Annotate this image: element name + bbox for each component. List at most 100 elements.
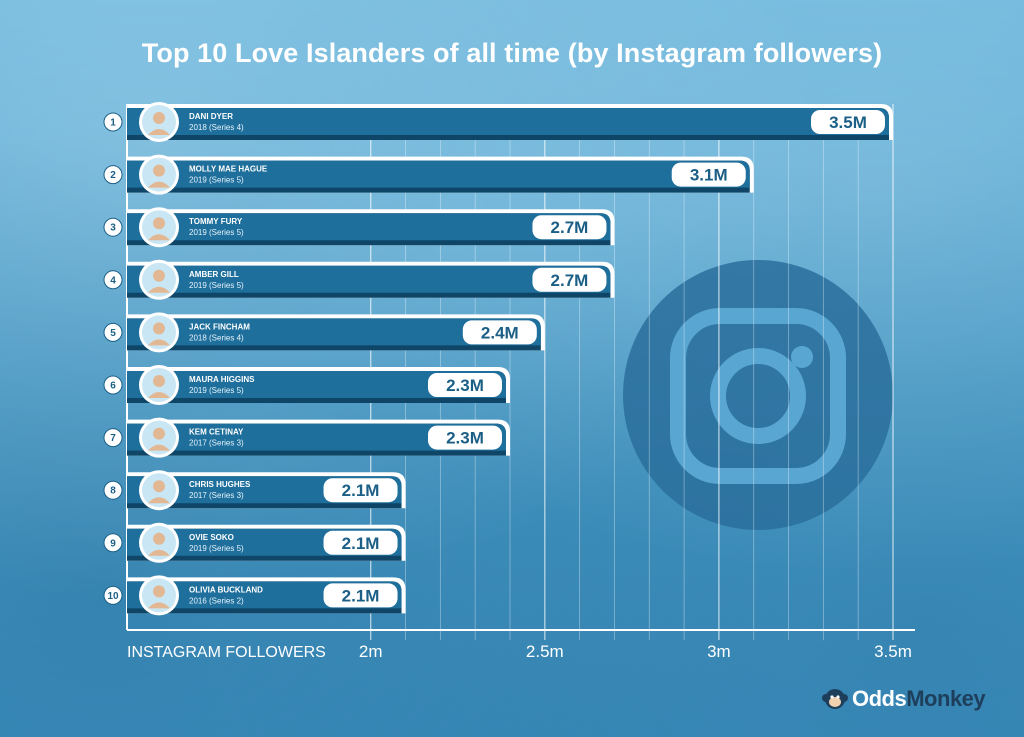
avatar-body <box>148 181 170 188</box>
bar-row: 4 AMBER GILL 2019 (Series 5) 2.7M <box>103 259 615 300</box>
islander-series: 2017 (Series 3) <box>189 439 244 448</box>
value-label: 2.4M <box>481 323 519 342</box>
x-tick-label: 2m <box>359 642 383 661</box>
x-tick-label: 2.5m <box>526 642 564 661</box>
value-pill <box>428 425 502 450</box>
avatar-head <box>153 532 165 545</box>
islander-series: 2016 (Series 2) <box>189 596 244 605</box>
value-pill <box>811 110 885 134</box>
rank-label: 1 <box>110 118 116 129</box>
bar-row: 1 DANI DYER 2018 (Series 4) 3.5M <box>103 102 893 142</box>
value-pill <box>532 215 607 240</box>
rank-badge <box>103 112 123 132</box>
islander-name: OLIVIA BUCKLAND <box>189 585 263 594</box>
avatar-head <box>153 585 165 598</box>
value-label: 2.7M <box>551 271 589 290</box>
islander-series: 2019 (Series 5) <box>189 386 244 395</box>
bar-row: 5 JACK FINCHAM 2018 (Series 4) 2.4M <box>103 312 545 353</box>
islander-series: 2018 (Series 4) <box>189 123 244 132</box>
rank-badge <box>103 165 123 185</box>
rank-label: 10 <box>107 591 119 602</box>
bar-row: 2 MOLLY MAE HAGUE 2019 (Series 5) 3.1M <box>103 154 754 195</box>
islander-name: CHRIS HUGHES <box>189 480 251 489</box>
rank-badge <box>103 533 123 553</box>
bar <box>127 265 611 293</box>
bar <box>127 108 889 135</box>
value-pill <box>462 320 537 345</box>
islander-name: AMBER GILL <box>189 270 239 279</box>
value-pill <box>323 478 398 503</box>
value-pill <box>671 162 746 187</box>
islander-series: 2019 (Series 5) <box>189 228 244 237</box>
value-label: 3.5M <box>829 113 867 132</box>
avatar-body <box>148 497 170 504</box>
avatar-head <box>153 112 165 124</box>
x-tick-labels: 2m 2.5m 3m 3.5m <box>359 642 912 661</box>
bar <box>127 213 611 241</box>
value-label: 2.7M <box>551 218 589 237</box>
bar <box>127 318 541 346</box>
rank-label: 7 <box>110 433 116 444</box>
avatar-head <box>153 427 165 440</box>
value-pill <box>532 267 607 292</box>
avatar-head <box>153 217 165 230</box>
rank-label: 9 <box>110 538 116 549</box>
rank-badge <box>103 322 123 342</box>
avatar-head <box>153 164 165 177</box>
rank-label: 8 <box>110 486 116 497</box>
avatar-body <box>148 234 170 241</box>
bar-row: 6 MAURA HIGGINS 2019 (Series 5) 2.3M <box>103 365 510 405</box>
value-label: 2.1M <box>342 586 380 605</box>
rank-label: 4 <box>110 275 116 286</box>
bar <box>127 423 506 451</box>
islander-name: KEM CETINAY <box>189 428 244 437</box>
brand-name: OddsMonkey <box>852 686 986 712</box>
rank-badge <box>103 585 123 605</box>
bar-row: 8 CHRIS HUGHES 2017 (Series 3) 2.1M <box>103 470 406 511</box>
bar-row: 3 TOMMY FURY 2019 (Series 5) 2.7M <box>103 207 615 248</box>
chart-title: Top 10 Love Islanders of all time (by In… <box>141 38 883 68</box>
avatar-body <box>148 339 170 346</box>
rank-label: 5 <box>110 328 116 339</box>
bar <box>127 160 750 188</box>
rank-label: 6 <box>110 381 116 392</box>
rank-label: 3 <box>110 223 116 234</box>
rank-badge <box>103 375 123 395</box>
bar <box>127 371 506 398</box>
value-label: 2.1M <box>342 534 380 553</box>
x-tick-label: 3m <box>707 642 731 661</box>
x-axis-label: INSTAGRAM FOLLOWERS <box>127 644 326 661</box>
avatar-body <box>148 444 170 451</box>
rank-label: 2 <box>110 170 116 181</box>
avatar-body <box>148 549 170 556</box>
instagram-icon <box>623 260 893 530</box>
bar-row: 7 KEM CETINAY 2017 (Series 3) 2.3M <box>103 417 510 458</box>
islander-name: MOLLY MAE HAGUE <box>189 165 268 174</box>
islander-name: DANI DYER <box>189 112 233 121</box>
value-label: 2.3M <box>446 429 484 448</box>
brand-name-odds: Odds <box>852 686 907 711</box>
islander-name: OVIE SOKO <box>189 533 234 542</box>
avatar-body <box>148 602 170 609</box>
avatar-head <box>153 322 165 335</box>
islander-series: 2019 (Series 5) <box>189 176 244 185</box>
x-tick-label: 3.5m <box>874 642 912 661</box>
avatar-body <box>148 286 170 293</box>
rank-badge <box>103 217 123 237</box>
islander-series: 2019 (Series 5) <box>189 281 244 290</box>
avatar-head <box>153 269 165 282</box>
avatar-head <box>153 480 165 493</box>
bar-row: 9 OVIE SOKO 2019 (Series 5) 2.1M <box>103 522 406 563</box>
rank-badge <box>103 270 123 290</box>
avatar-head <box>153 375 165 387</box>
bar-row: 10 OLIVIA BUCKLAND 2016 (Series 2) 2.1M <box>103 575 406 616</box>
value-pill <box>428 373 502 397</box>
bars: 1 DANI DYER 2018 (Series 4) 3.5M 2 MOLLY MAE … <box>103 102 893 616</box>
value-pill <box>323 530 398 555</box>
rank-badge <box>103 428 123 448</box>
rank-badge <box>103 480 123 500</box>
brand-name-monkey: Monkey <box>906 686 986 711</box>
value-label: 3.1M <box>690 166 728 185</box>
islander-series: 2018 (Series 4) <box>189 333 244 342</box>
